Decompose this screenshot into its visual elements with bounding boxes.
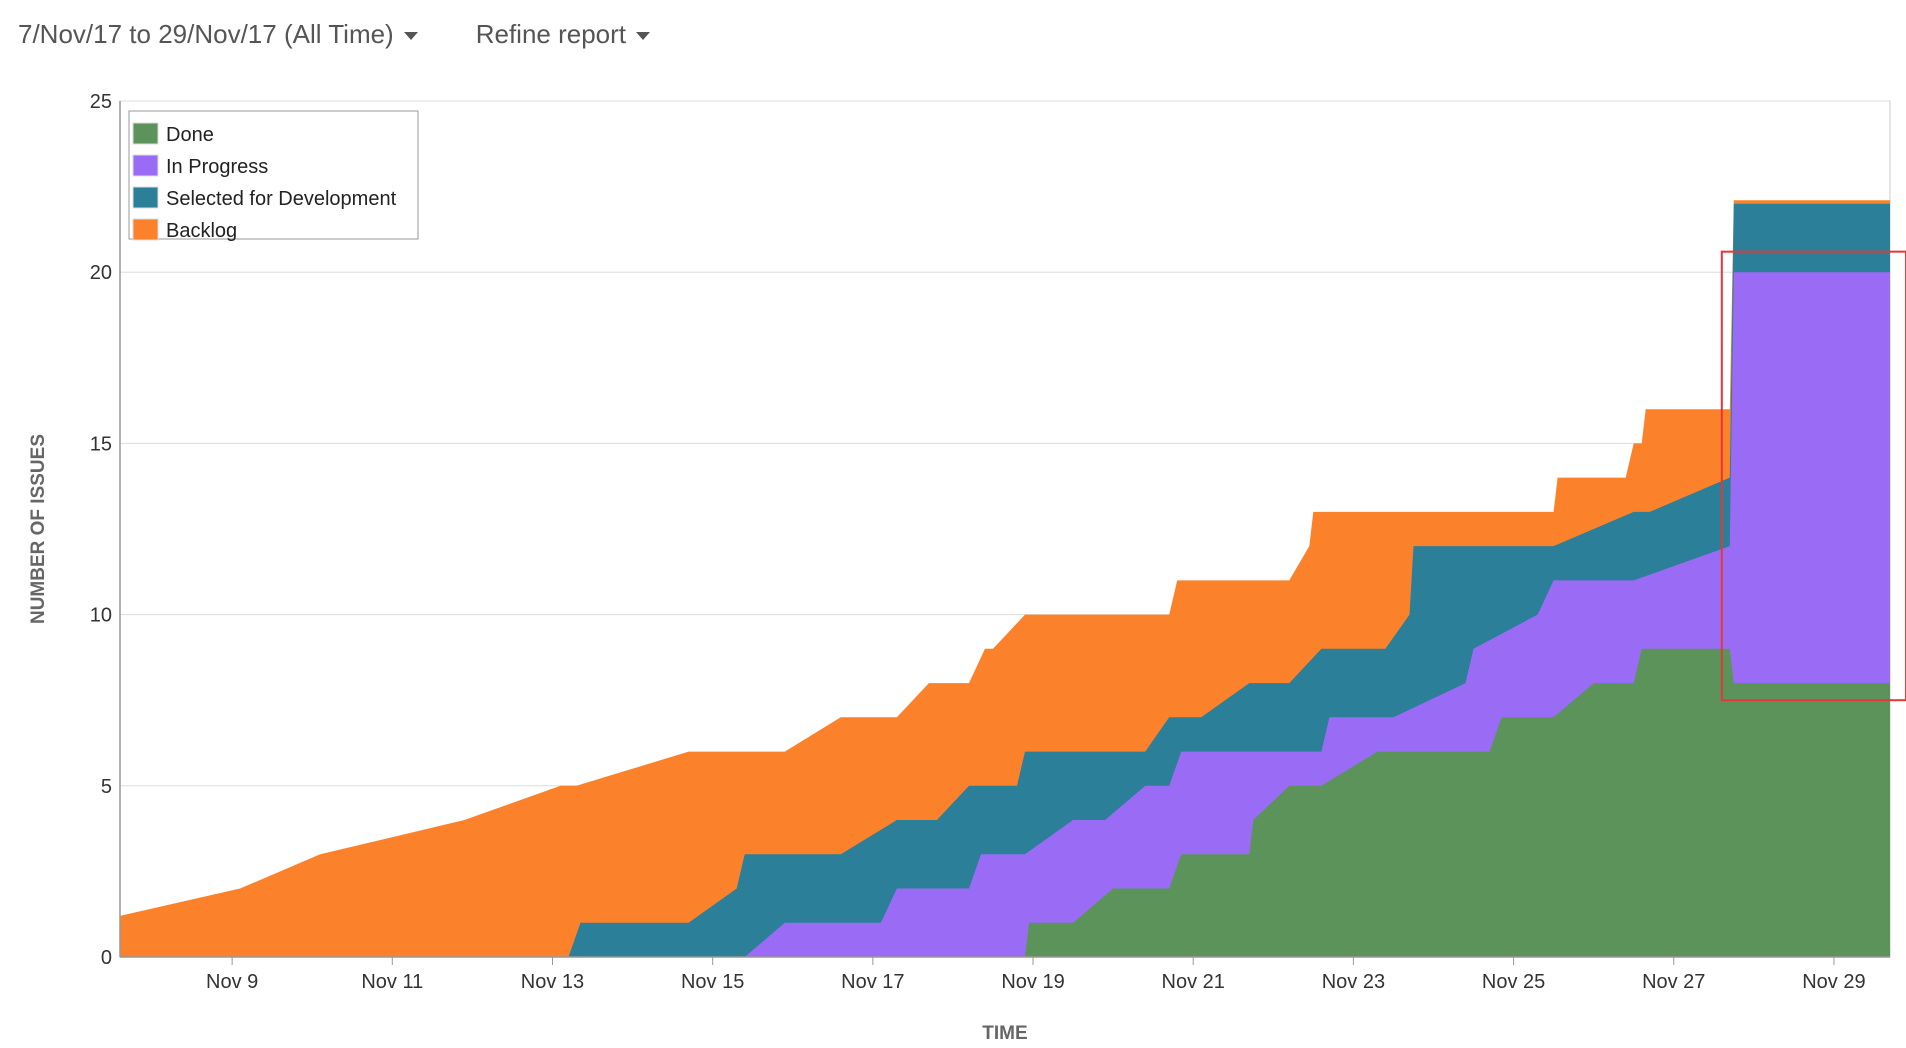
legend-label-in-progress: In Progress [166, 156, 268, 178]
x-tick-label: Nov 13 [521, 971, 584, 993]
highlight-box [1720, 250, 1906, 702]
x-tick-label: Nov 27 [1642, 971, 1705, 993]
y-tick-label: 25 [90, 91, 112, 113]
legend-swatch-in-progress [132, 154, 159, 177]
refine-report-label: Refine report [475, 18, 627, 49]
legend-swatch-selected-for-development [132, 186, 159, 209]
x-tick-label: Nov 19 [1001, 971, 1064, 993]
report-toolbar: 7/Nov/17 to 29/Nov/17 (All Time) Refine … [0, 12, 651, 56]
date-range-label: 7/Nov/17 to 29/Nov/17 (All Time) [18, 18, 394, 49]
y-tick-label: 15 [90, 433, 112, 455]
date-range-dropdown[interactable]: 7/Nov/17 to 29/Nov/17 (All Time) [18, 19, 418, 50]
y-tick-label: 5 [101, 776, 112, 798]
y-tick-label: 10 [90, 605, 112, 627]
refine-report-dropdown[interactable]: Refine report [475, 18, 651, 50]
caret-down-icon [403, 32, 418, 40]
x-tick-label: Nov 17 [841, 971, 904, 993]
series-area-done [120, 648, 1890, 957]
x-axis-title: TIME [982, 1023, 1027, 1044]
x-tick-label: Nov 9 [206, 971, 258, 993]
x-tick-label: Nov 21 [1162, 971, 1225, 993]
legend-label-backlog: Backlog [166, 220, 237, 242]
y-tick-label: 0 [101, 947, 112, 969]
legend-swatch-done [132, 122, 159, 145]
legend-label-selected-for-development: Selected for Development [166, 188, 397, 210]
x-tick-label: Nov 25 [1482, 971, 1545, 993]
x-tick-label: Nov 29 [1802, 971, 1865, 993]
legend-label-done: Done [166, 124, 214, 146]
caret-down-icon [636, 32, 651, 40]
legend-box [128, 110, 419, 240]
legend-swatch-backlog [132, 218, 159, 241]
x-tick-label: Nov 15 [681, 971, 744, 993]
x-tick-label: Nov 11 [361, 971, 423, 993]
x-tick-label: Nov 23 [1322, 971, 1385, 993]
y-tick-label: 20 [90, 262, 112, 284]
y-axis-title: NUMBER OF ISSUES [28, 434, 49, 624]
